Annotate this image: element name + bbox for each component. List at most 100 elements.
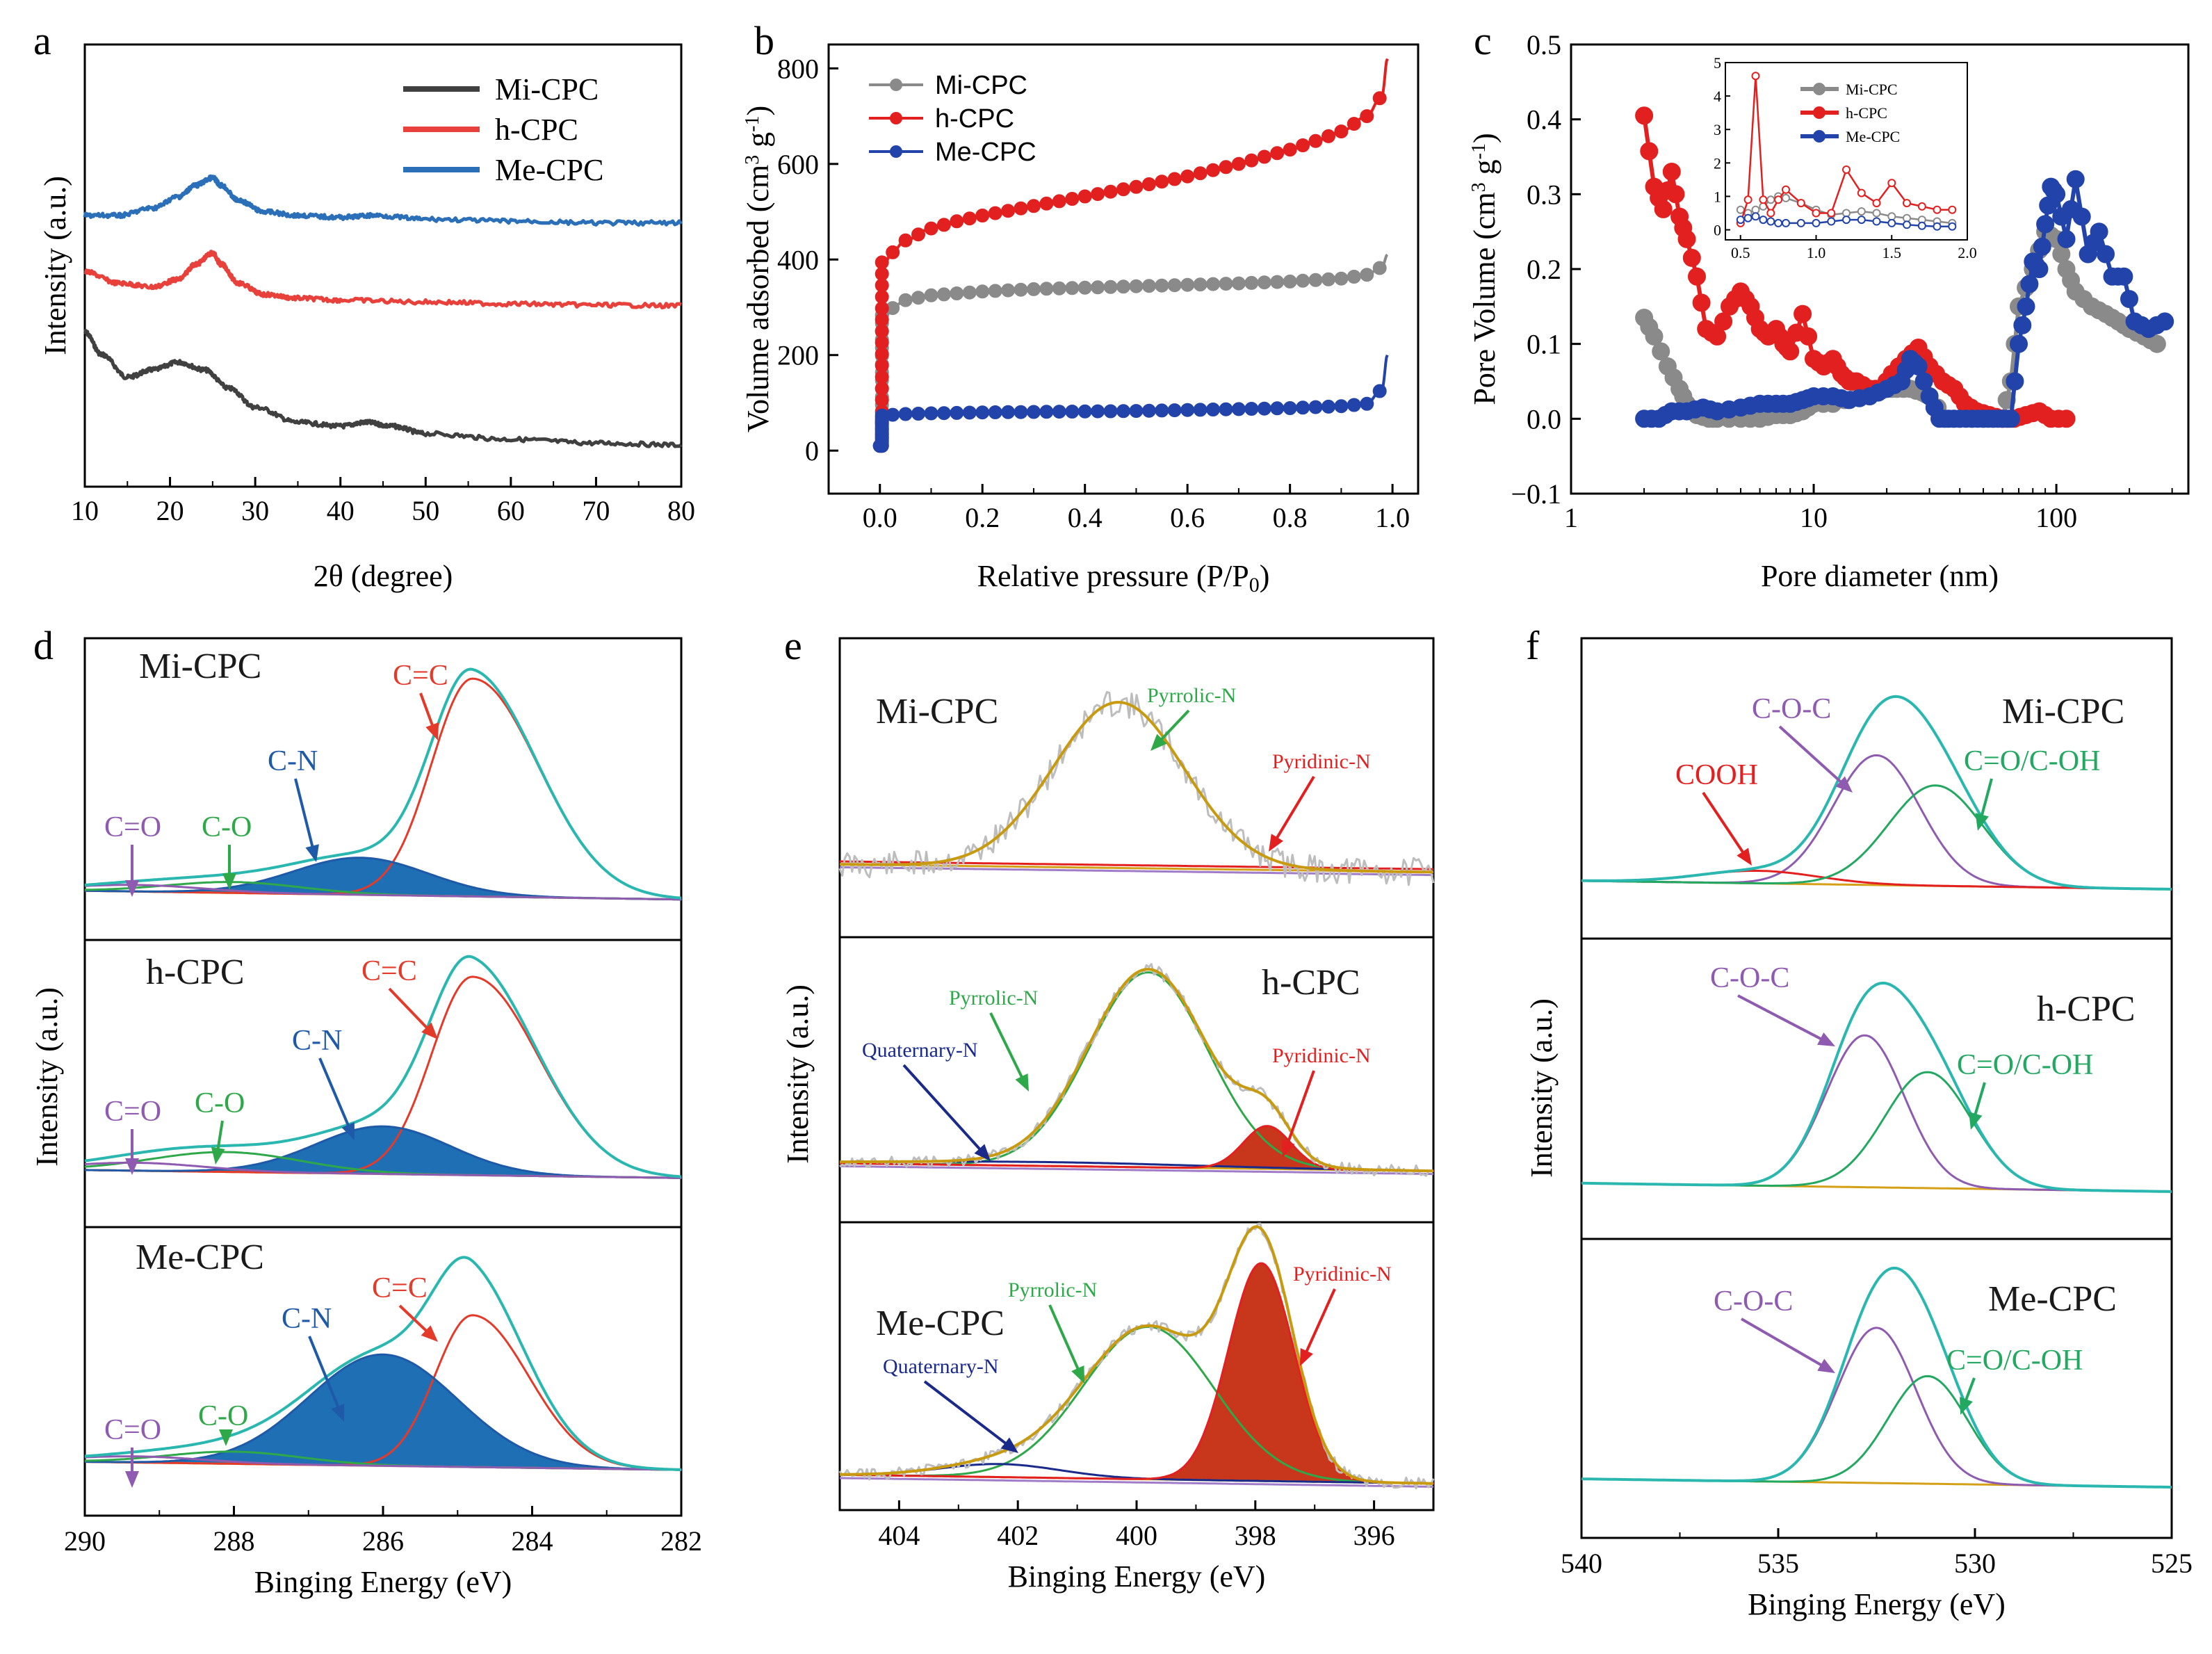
- panel-d-xlabel: Binging Energy (eV): [254, 1565, 512, 1599]
- panel-d-peak-label: C-O: [202, 811, 252, 843]
- panel-d-envelope: [84, 955, 682, 1178]
- panel-c-ylabel_end: ): [1467, 133, 1502, 143]
- panel-f-peak-arrowhead: [1817, 1359, 1835, 1373]
- c-ytick-label: 0.3: [1527, 179, 1561, 210]
- b-xtick-label: 0.4: [1068, 502, 1103, 533]
- panel-b-marker-h-CPC: [1180, 169, 1195, 184]
- panel-c-ylabel: Pore Volume (cm3 g-1): [1467, 133, 1502, 405]
- panel-c-inset-xtick-label: 1.0: [1807, 244, 1826, 261]
- panel-e-peak-arrow: [1285, 1070, 1315, 1146]
- panel-d-xtick-label: 288: [213, 1525, 255, 1557]
- panel-b-marker-Me-CPC: [924, 406, 938, 421]
- panel-f-peak-C=O/C-OH: [1581, 1375, 2172, 1489]
- panel-b-marker-h-CPC: [898, 233, 913, 248]
- panel-e-envelope: [840, 1225, 1433, 1485]
- panel-b-marker-Mi-CPC: [1141, 279, 1156, 293]
- panel-b-marker-Me-CPC: [1077, 404, 1092, 419]
- panel-d-peak-arrow: [419, 692, 435, 729]
- panel-b-marker-h-CPC: [1065, 192, 1080, 206]
- panel-b-marker-h-CPC: [936, 218, 951, 232]
- panel-b-marker-h-CPC: [1321, 129, 1335, 143]
- b-ytick-label: 600: [777, 149, 819, 180]
- panel-c-marker-Mi-CPC: [1645, 327, 1664, 346]
- panel-b-marker-Me-CPC: [1244, 402, 1259, 416]
- panel-c-marker-Me-CPC: [2090, 222, 2108, 241]
- panel-b-xlabel: Relative pressure (P/P0): [977, 559, 1270, 597]
- panel-a-legend-label: Me-CPC: [495, 153, 603, 187]
- panel-c-marker-h-CPC: [1799, 327, 1818, 346]
- panel-b-legend-label: h-CPC: [935, 104, 1014, 133]
- panel-c-ylabel: Pore Volume (cm: [1467, 192, 1502, 405]
- panel-b-marker-Mi-CPC: [1014, 282, 1028, 297]
- panel-e-peak-arrow: [989, 1012, 1025, 1081]
- panel-b-marker-Mi-CPC: [950, 286, 964, 300]
- panel-b-marker-Me-CPC: [1206, 403, 1220, 416]
- panel-d-peak-label: C=O: [104, 811, 161, 843]
- panel-c-inset-ytick-label: 4: [1714, 88, 1721, 105]
- panel-c-inset-marker-Me-CPC: [1887, 218, 1896, 227]
- panel-b-marker-Mi-CPC: [1270, 275, 1285, 289]
- panel-e-baseline: [839, 1477, 1433, 1488]
- panel-c-inset-marker-Me-CPC: [1917, 221, 1926, 230]
- panel-b-legend-marker: [890, 145, 902, 158]
- panel-b-marker-h-CPC: [1129, 179, 1144, 194]
- panel-e-peak-arrowhead: [1269, 834, 1283, 852]
- b-xtick-label: 0.2: [965, 502, 1000, 533]
- panel-c-inset-ytick-label: 0: [1714, 222, 1721, 239]
- panel-b-marker-h-CPC: [1270, 146, 1285, 161]
- panel-d-xtick-label: 286: [362, 1525, 404, 1557]
- panel-d-peak-label: C=O: [104, 1096, 161, 1128]
- panel-b-ylabel_end: ): [741, 106, 775, 116]
- panel-e-raw-data: [838, 690, 1435, 886]
- a-xtick-label: 70: [582, 495, 610, 526]
- panel-b-marker-Mi-CPC: [1334, 271, 1349, 286]
- panel-c-marker-h-CPC: [1640, 142, 1659, 161]
- panel-e-peak-label: Pyridinic-N: [1272, 750, 1371, 773]
- panel-b-marker-Me-CPC: [1167, 403, 1182, 418]
- panel-c-inset-marker-Me-CPC: [1872, 217, 1881, 226]
- panel-c-legend-marker: [1813, 83, 1825, 95]
- panel-c-marker-Me-CPC: [2057, 229, 2076, 248]
- panel-e-peak-arrowhead: [1300, 1348, 1313, 1366]
- panel-b-xlabel-end: ): [1260, 559, 1270, 593]
- panel-e-sample-label: Mi-CPC: [876, 692, 998, 731]
- panel-b-marker-Me-CPC: [1231, 402, 1246, 416]
- panel-f-peak-arrow: [1740, 1317, 1825, 1368]
- panel-c-inset-ytick-label: 1: [1714, 188, 1721, 205]
- panel-f-peak-label: C=O/C-OH: [1957, 1049, 2093, 1081]
- panel-c-inset-xtick-label: 0.5: [1731, 244, 1750, 261]
- panel-b-marker-h-CPC: [1296, 138, 1310, 152]
- panel-c-marker-h-CPC: [1708, 327, 1727, 346]
- panel-c-inset-marker-Mi-CPC: [1887, 212, 1896, 221]
- panel-b-marker-Mi-CPC: [1001, 283, 1016, 298]
- panel-b-marker-h-CPC: [962, 211, 977, 226]
- panel-b-marker-Mi-CPC: [936, 287, 951, 302]
- panel-e-peak-Pyrrolic-N: [839, 1326, 1433, 1485]
- panel-b-marker-h-CPC: [875, 370, 889, 384]
- b-xtick-label: 0.8: [1273, 502, 1308, 533]
- panel-c-inset-marker-Me-CPC: [1766, 217, 1775, 226]
- panel-c-inset-ytick-label: 5: [1714, 54, 1721, 72]
- panel-b-marker-h-CPC: [1372, 91, 1387, 106]
- panel-a-ylabel: Intensity (a.u.): [38, 176, 72, 355]
- panel-c-marker-Mi-CPC: [1652, 342, 1670, 361]
- panel-d-xtick-label: 282: [660, 1525, 702, 1557]
- panel-b-marker-h-CPC: [1141, 177, 1156, 191]
- panel-e-peak-label: Quaternary-N: [862, 1039, 978, 1062]
- panel-b-marker-Me-CPC: [1372, 384, 1387, 398]
- panel-d-peak-arrow: [388, 987, 430, 1032]
- panel-b-marker-Me-CPC: [1270, 401, 1285, 416]
- panel-f-peak-arrow: [1963, 1377, 1976, 1404]
- panel-b-marker-Mi-CPC: [962, 285, 977, 300]
- panel-b-marker-Mi-CPC: [1219, 277, 1233, 291]
- panel-f-peak-C=O/C-OH: [1581, 1071, 2172, 1193]
- panel-e-peak-arrow: [902, 1064, 984, 1153]
- panel-c-inset-marker-h-CPC: [1917, 202, 1926, 211]
- panel-b-marker-Mi-CPC: [1091, 280, 1105, 295]
- panel-c-marker-h-CPC: [1714, 312, 1733, 331]
- panel-b-marker-Mi-CPC: [911, 291, 925, 305]
- panel-c-inset-marker-Me-CPC: [1751, 212, 1760, 221]
- panel-b-legend-marker: [890, 112, 902, 124]
- panel-b-marker-h-CPC: [1027, 199, 1041, 213]
- panel-c-inset-marker-Me-CPC: [1743, 213, 1752, 222]
